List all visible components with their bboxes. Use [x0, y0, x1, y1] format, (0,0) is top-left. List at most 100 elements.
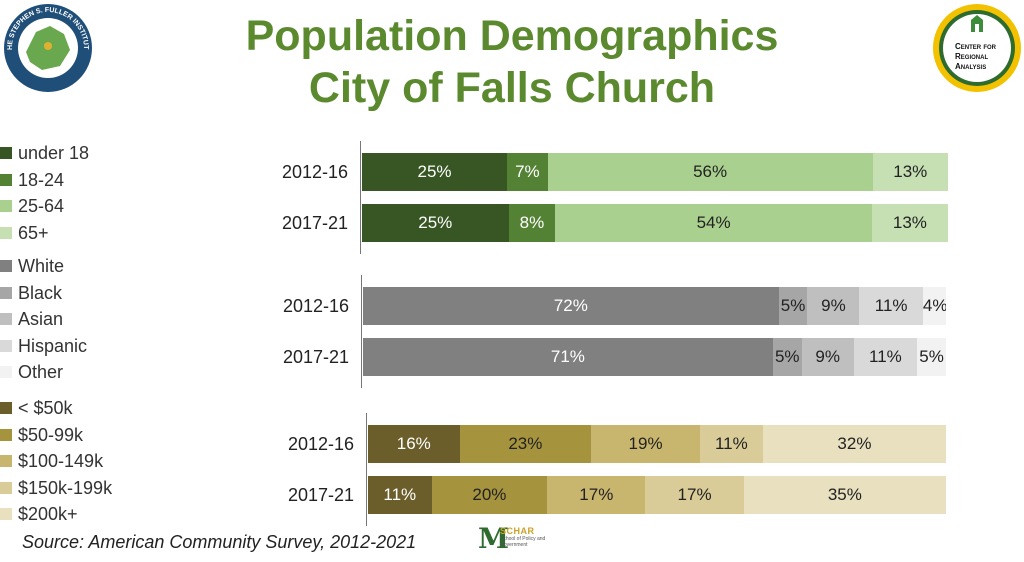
- legend-label: Other: [18, 362, 64, 382]
- data-label: 11%: [874, 296, 908, 315]
- data-label: 25%: [417, 162, 452, 181]
- category-axis-line: [361, 275, 362, 388]
- bar-segment: 5%: [772, 338, 802, 376]
- data-label: 13%: [893, 162, 928, 181]
- legend-label: 18-24: [18, 169, 65, 190]
- category-label: 2017-21: [287, 485, 354, 505]
- legend-label: 25-64: [18, 196, 65, 216]
- category-axis-line: [366, 413, 367, 526]
- bar-segment: 11%: [859, 287, 923, 325]
- legend-swatch: [0, 147, 12, 159]
- category-label: 2017-21: [281, 213, 348, 233]
- data-label: 35%: [827, 485, 862, 504]
- bar-segment: 13%: [871, 204, 948, 242]
- data-label: 11%: [869, 347, 902, 366]
- bar-segment: 7%: [507, 153, 548, 191]
- legend-swatch: [0, 481, 12, 494]
- legend-label: 65+: [18, 222, 49, 243]
- category-label: 2012-16: [282, 296, 349, 316]
- bar-segment: 17%: [645, 476, 744, 514]
- bar-segment: 72%: [363, 287, 779, 325]
- bar-segment: 25%: [362, 153, 508, 191]
- category-label: 2012-16: [287, 434, 354, 454]
- legend-swatch: [0, 313, 12, 325]
- legend-swatch: [0, 173, 12, 186]
- data-label: 5%: [774, 347, 800, 366]
- legend-label: under 18: [18, 143, 90, 163]
- legend-swatch: [0, 286, 12, 299]
- legend-swatch: [0, 366, 12, 378]
- legend-swatch: [0, 200, 12, 212]
- data-label: 71%: [550, 347, 585, 366]
- legend-label: < $50k: [18, 398, 73, 418]
- data-label: 11%: [383, 485, 417, 504]
- legend-label: $100-149k: [18, 451, 104, 471]
- category-label: 2012-16: [281, 162, 348, 182]
- bar-segment: 11%: [368, 476, 432, 514]
- bar-segment: 9%: [801, 338, 854, 376]
- bar-segment: 32%: [762, 425, 946, 463]
- bar-segment: 17%: [547, 476, 646, 514]
- data-label: 5%: [919, 347, 944, 366]
- data-label: 9%: [815, 347, 840, 366]
- bar-segment: 19%: [591, 425, 700, 463]
- data-label: 23%: [508, 434, 543, 453]
- data-label: 8%: [519, 213, 545, 232]
- legend-swatch: [0, 508, 12, 520]
- data-label: 13%: [892, 213, 927, 232]
- bar-segment: 5%: [778, 287, 808, 325]
- data-label: 16%: [396, 434, 431, 453]
- bar-segment: 25%: [362, 204, 509, 242]
- data-label: 4%: [922, 296, 946, 315]
- legend-label: Black: [18, 282, 63, 303]
- fuller-institute-logo: THE STEPHEN S. FULLER INSTITUTE: [2, 2, 92, 92]
- legend-label: $150k-199k: [18, 477, 113, 498]
- bar-segment: 56%: [547, 153, 873, 191]
- cra-logo-line2: Regional: [955, 52, 989, 61]
- data-label: 11%: [714, 434, 748, 453]
- data-label: 7%: [515, 162, 540, 181]
- page-title-line2: City of Falls Church: [308, 64, 716, 112]
- legend-swatch: [0, 260, 12, 272]
- data-label: 17%: [677, 485, 712, 504]
- bar-segment: 23%: [459, 425, 592, 463]
- bar-segment: 8%: [508, 204, 556, 242]
- data-label: 32%: [837, 434, 872, 453]
- cra-logo-line1: Center for: [955, 42, 996, 51]
- bar-segment: 11%: [853, 338, 918, 376]
- data-label: 20%: [472, 485, 507, 504]
- data-label: 56%: [693, 162, 728, 181]
- legend-swatch: [0, 428, 12, 441]
- data-label: 72%: [553, 296, 588, 315]
- legend-label: $50-99k: [18, 424, 84, 445]
- category-axis-line: [360, 141, 361, 254]
- bar-segment: 16%: [368, 425, 460, 463]
- bar-segment: 35%: [743, 476, 946, 514]
- schar-logo: M SCHAR School of Policy and Government: [478, 522, 548, 558]
- page-title-line1: Population Demographics: [245, 12, 779, 60]
- legend-swatch: [0, 402, 12, 414]
- legend-label: Asian: [18, 309, 64, 329]
- cra-logo-line3: Analysis: [955, 62, 987, 71]
- bar-segment: 71%: [363, 338, 773, 376]
- category-label: 2017-21: [282, 347, 349, 367]
- schar-logo-sub: School of Policy and Government: [500, 536, 546, 548]
- legend-swatch: [0, 339, 12, 352]
- bar-segment: 54%: [555, 204, 872, 242]
- legend-label: $200k+: [18, 504, 78, 524]
- data-label: 17%: [579, 485, 614, 504]
- legend-label: White: [18, 256, 65, 276]
- legend-swatch: [0, 455, 12, 467]
- bar-segment: 4%: [922, 287, 946, 325]
- source-note: Source: American Community Survey, 2012-…: [22, 532, 417, 552]
- bar-segment: 5%: [917, 338, 946, 376]
- bar-segment: 20%: [431, 476, 548, 514]
- bar-segment: 9%: [807, 287, 860, 325]
- data-label: 54%: [696, 213, 731, 232]
- data-label: 5%: [780, 296, 806, 315]
- cra-logo: Center for Regional Analysis: [931, 2, 1023, 94]
- bar-segment: 13%: [872, 153, 948, 191]
- data-label: 9%: [821, 296, 846, 315]
- legend-label: Hispanic: [18, 335, 88, 356]
- schar-logo-word: SCHAR: [500, 526, 535, 536]
